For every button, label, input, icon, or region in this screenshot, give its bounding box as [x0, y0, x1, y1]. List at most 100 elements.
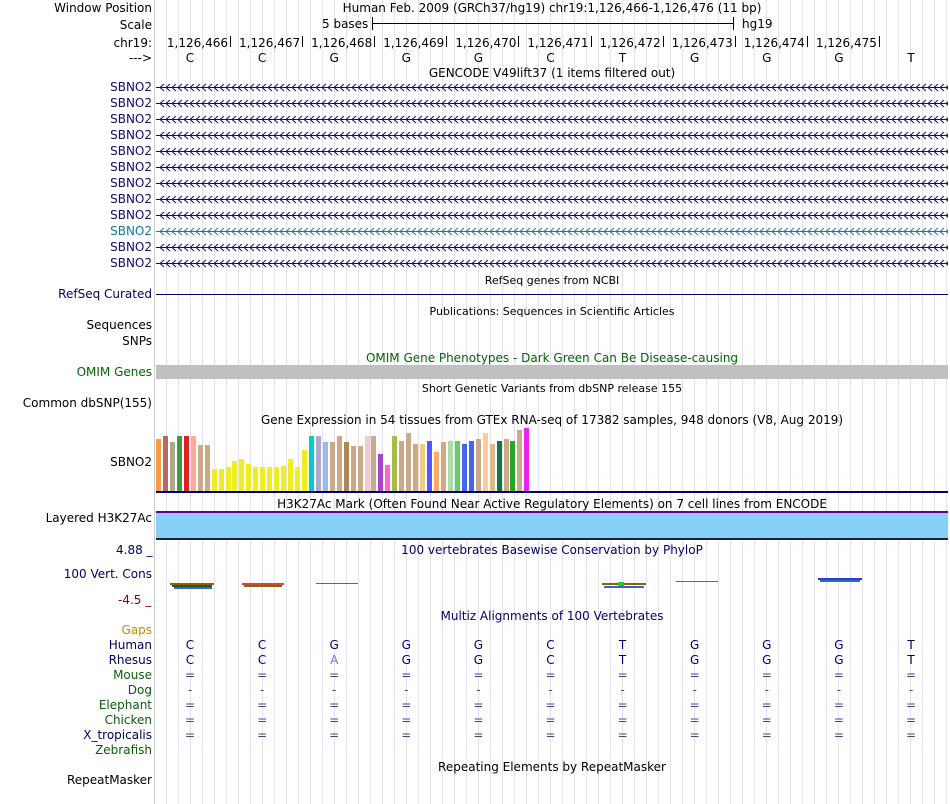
- gtex-tissue-bar[interactable]: [344, 442, 349, 491]
- gtex-tissue-bar[interactable]: [288, 459, 293, 491]
- gencode-transcript-line[interactable]: [156, 192, 948, 207]
- gtex-tissue-bar[interactable]: [177, 436, 182, 491]
- gtex-tissue-bar[interactable]: [420, 444, 425, 491]
- gencode-gene-label[interactable]: SBNO2: [110, 96, 152, 110]
- gtex-tissue-bar[interactable]: [378, 454, 383, 491]
- gtex-expression-chart[interactable]: [156, 428, 556, 491]
- gencode-gene-label[interactable]: SBNO2: [110, 192, 152, 206]
- gencode-transcript-line[interactable]: [156, 256, 948, 271]
- gtex-tissue-bar[interactable]: [170, 442, 175, 491]
- gtex-tissue-bar[interactable]: [517, 430, 522, 491]
- gtex-tissue-bar[interactable]: [191, 436, 196, 491]
- multiz-species-label[interactable]: Zebrafish: [95, 743, 152, 757]
- gencode-transcript-line[interactable]: [156, 96, 948, 111]
- multiz-species-label[interactable]: Rhesus: [108, 653, 152, 667]
- gencode-gene-label[interactable]: SBNO2: [110, 128, 152, 142]
- gtex-tissue-bar[interactable]: [504, 439, 509, 491]
- dbsnp-track-label[interactable]: Common dbSNP(155): [22, 396, 152, 410]
- gtex-tissue-bar[interactable]: [385, 465, 390, 491]
- gencode-transcript-line[interactable]: [156, 240, 948, 255]
- gencode-transcript-line[interactable]: [156, 208, 948, 223]
- gtex-tissue-bar[interactable]: [497, 441, 502, 491]
- multiz-species-label[interactable]: X_tropicalis: [83, 728, 152, 742]
- gtex-tissue-bar[interactable]: [156, 439, 161, 491]
- gtex-tissue-bar[interactable]: [358, 446, 363, 491]
- multiz-species-label[interactable]: Mouse: [113, 668, 152, 682]
- phylop-track-label[interactable]: 100 Vert. Cons: [63, 567, 152, 581]
- gencode-transcript-line[interactable]: [156, 128, 948, 143]
- gencode-gene-label[interactable]: SBNO2: [110, 256, 152, 270]
- gtex-tissue-bar[interactable]: [205, 445, 210, 491]
- gtex-tissue-bar[interactable]: [392, 436, 397, 491]
- gencode-gene-label[interactable]: SBNO2: [110, 176, 152, 190]
- gtex-tissue-bar[interactable]: [330, 442, 335, 491]
- gtex-tissue-bar[interactable]: [455, 441, 460, 491]
- refseq-track-label[interactable]: RefSeq Curated: [58, 287, 152, 301]
- gtex-gene-label[interactable]: SBNO2: [110, 455, 152, 469]
- gtex-tissue-bar[interactable]: [441, 442, 446, 491]
- gtex-tissue-bar[interactable]: [434, 452, 439, 491]
- gtex-tissue-bar[interactable]: [399, 441, 404, 491]
- gtex-tissue-bar[interactable]: [462, 444, 467, 491]
- multiz-species-label[interactable]: Elephant: [98, 698, 152, 712]
- gtex-tissue-bar[interactable]: [198, 445, 203, 491]
- gencode-gene-label[interactable]: SBNO2: [110, 224, 152, 238]
- gencode-transcript-line[interactable]: [156, 176, 948, 191]
- gtex-tissue-bar[interactable]: [406, 433, 411, 491]
- gtex-tissue-bar[interactable]: [295, 467, 300, 491]
- omim-gene-bar[interactable]: [156, 365, 948, 379]
- gencode-transcript-line[interactable]: [156, 224, 948, 239]
- gtex-tissue-bar[interactable]: [219, 469, 224, 491]
- gtex-tissue-bar[interactable]: [246, 464, 251, 491]
- gtex-tissue-bar[interactable]: [239, 459, 244, 491]
- gencode-gene-label[interactable]: SBNO2: [110, 240, 152, 254]
- gtex-tissue-bar[interactable]: [427, 441, 432, 491]
- gtex-tissue-bar[interactable]: [483, 433, 488, 491]
- gtex-tissue-bar[interactable]: [371, 436, 376, 491]
- gtex-tissue-bar[interactable]: [316, 436, 321, 491]
- gtex-tissue-bar[interactable]: [253, 467, 258, 491]
- gtex-tissue-bar[interactable]: [232, 461, 237, 491]
- gencode-gene-label[interactable]: SBNO2: [110, 112, 152, 126]
- gtex-tissue-bar[interactable]: [260, 467, 265, 491]
- repeatmasker-track-label[interactable]: RepeatMasker: [66, 773, 152, 787]
- gtex-tissue-bar[interactable]: [163, 436, 168, 491]
- publications-snps-label[interactable]: SNPs: [122, 334, 152, 348]
- gencode-transcript-line[interactable]: [156, 160, 948, 175]
- gtex-tissue-bar[interactable]: [212, 469, 217, 491]
- gencode-gene-label[interactable]: SBNO2: [110, 208, 152, 222]
- phylop-signal[interactable]: [156, 570, 948, 595]
- gtex-tissue-bar[interactable]: [281, 466, 286, 491]
- gtex-tissue-bar[interactable]: [476, 439, 481, 491]
- omim-track-label[interactable]: OMIM Genes: [76, 365, 152, 379]
- gtex-tissue-bar[interactable]: [309, 436, 314, 491]
- h3k27ac-signal[interactable]: [156, 511, 948, 538]
- gencode-transcript-line[interactable]: [156, 80, 948, 95]
- gtex-tissue-bar[interactable]: [413, 444, 418, 491]
- multiz-gaps-label[interactable]: Gaps: [121, 623, 152, 637]
- gencode-gene-label[interactable]: SBNO2: [110, 160, 152, 174]
- gtex-tissue-bar[interactable]: [226, 467, 231, 491]
- refseq-gene-line[interactable]: [156, 294, 948, 295]
- gencode-transcript-line[interactable]: [156, 144, 948, 159]
- gtex-tissue-bar[interactable]: [274, 467, 279, 491]
- gtex-tissue-bar[interactable]: [267, 467, 272, 491]
- gtex-tissue-bar[interactable]: [490, 444, 495, 491]
- multiz-species-label[interactable]: Chicken: [104, 713, 152, 727]
- gtex-tissue-bar[interactable]: [448, 441, 453, 491]
- publications-sequences-label[interactable]: Sequences: [86, 318, 152, 332]
- multiz-species-label[interactable]: Human: [108, 638, 152, 652]
- multiz-species-label[interactable]: Dog: [127, 683, 152, 697]
- gencode-gene-label[interactable]: SBNO2: [110, 80, 152, 94]
- gtex-tissue-bar[interactable]: [302, 450, 307, 491]
- gencode-transcript-line[interactable]: [156, 112, 948, 127]
- gtex-tissue-bar[interactable]: [323, 442, 328, 491]
- gtex-tissue-bar[interactable]: [365, 436, 370, 491]
- gencode-gene-label[interactable]: SBNO2: [110, 144, 152, 158]
- gtex-tissue-bar[interactable]: [469, 441, 474, 491]
- gtex-tissue-bar[interactable]: [337, 436, 342, 491]
- gtex-tissue-bar[interactable]: [524, 428, 529, 491]
- gtex-tissue-bar[interactable]: [351, 446, 356, 491]
- gtex-tissue-bar[interactable]: [184, 436, 189, 491]
- gtex-tissue-bar[interactable]: [510, 441, 515, 491]
